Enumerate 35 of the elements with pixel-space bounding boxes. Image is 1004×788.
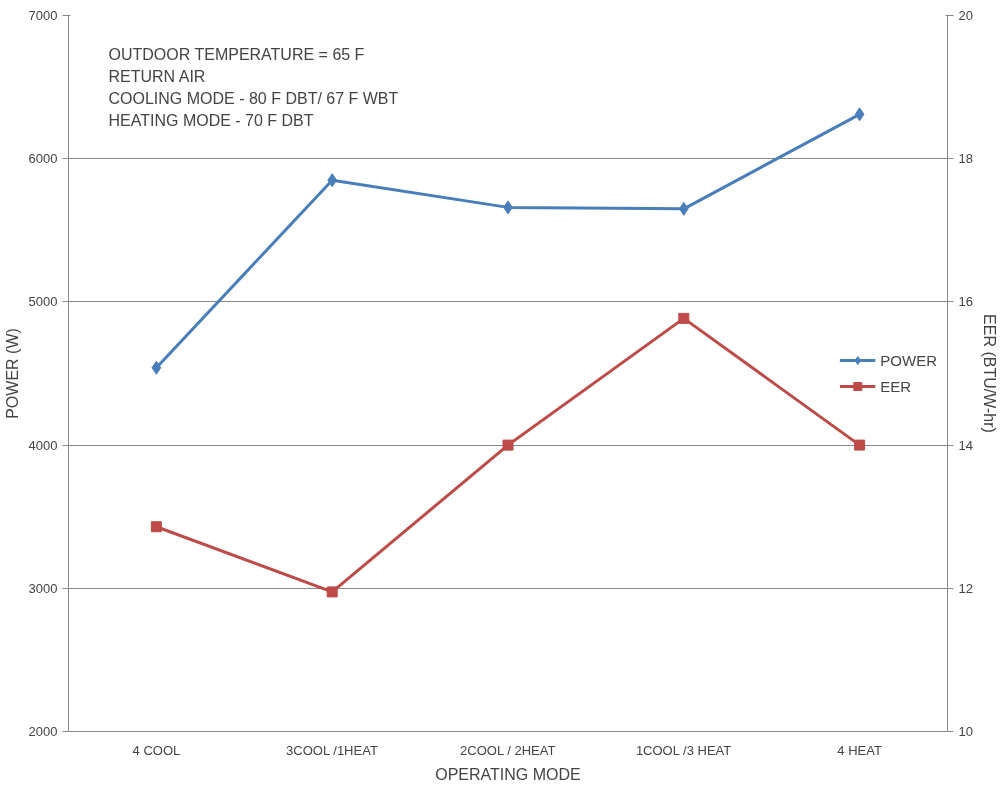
y2-tick-label: 14 bbox=[958, 437, 973, 453]
y-tick-label: 4000 bbox=[28, 437, 58, 453]
point bbox=[151, 360, 162, 375]
annotation: OUTDOOR TEMPERATURE = 65 F bbox=[108, 45, 365, 63]
point bbox=[326, 586, 338, 598]
x-tick-label: 4 HEAT bbox=[837, 742, 882, 758]
y-tick-label: 3000 bbox=[28, 580, 58, 596]
y2-tick-label: 20 bbox=[958, 8, 973, 23]
y-tick-label: 7000 bbox=[28, 8, 58, 23]
x-tick-label: 2COOL / 2HEAT bbox=[460, 742, 556, 758]
point bbox=[150, 521, 162, 533]
point bbox=[327, 173, 338, 188]
legend-label: POWER bbox=[880, 351, 937, 369]
legend-label: EER bbox=[880, 377, 912, 395]
x-tick-label: 4 COOL bbox=[132, 742, 181, 758]
y-tick-label: 6000 bbox=[28, 151, 58, 167]
y2-tick-label: 12 bbox=[958, 580, 973, 596]
y2-tick-label: 18 bbox=[958, 151, 973, 167]
x-tick-label: 1COOL /3 HEAT bbox=[635, 742, 732, 758]
x-axis-title: OPERATING MODE bbox=[435, 765, 581, 783]
y-axis-title: POWER (W) bbox=[3, 328, 21, 419]
y-tick-label: 5000 bbox=[28, 294, 58, 310]
x-tick-label: 3COOL /1HEAT bbox=[286, 742, 378, 758]
y2-tick-label: 16 bbox=[958, 294, 973, 310]
y2-tick-label: 10 bbox=[958, 724, 973, 739]
point bbox=[854, 439, 866, 451]
point bbox=[678, 312, 690, 324]
annotation: HEATING MODE - 70 F DBT bbox=[108, 111, 314, 129]
point bbox=[678, 201, 689, 216]
annotation: COOLING MODE - 80 F DBT/ 67 F WBT bbox=[108, 89, 399, 107]
y-tick-label: 2000 bbox=[28, 724, 58, 739]
annotation: RETURN AIR bbox=[108, 67, 206, 85]
point bbox=[854, 107, 865, 122]
point bbox=[502, 439, 514, 451]
y2-axis-title: EER (BTU/W-hr) bbox=[980, 314, 998, 433]
